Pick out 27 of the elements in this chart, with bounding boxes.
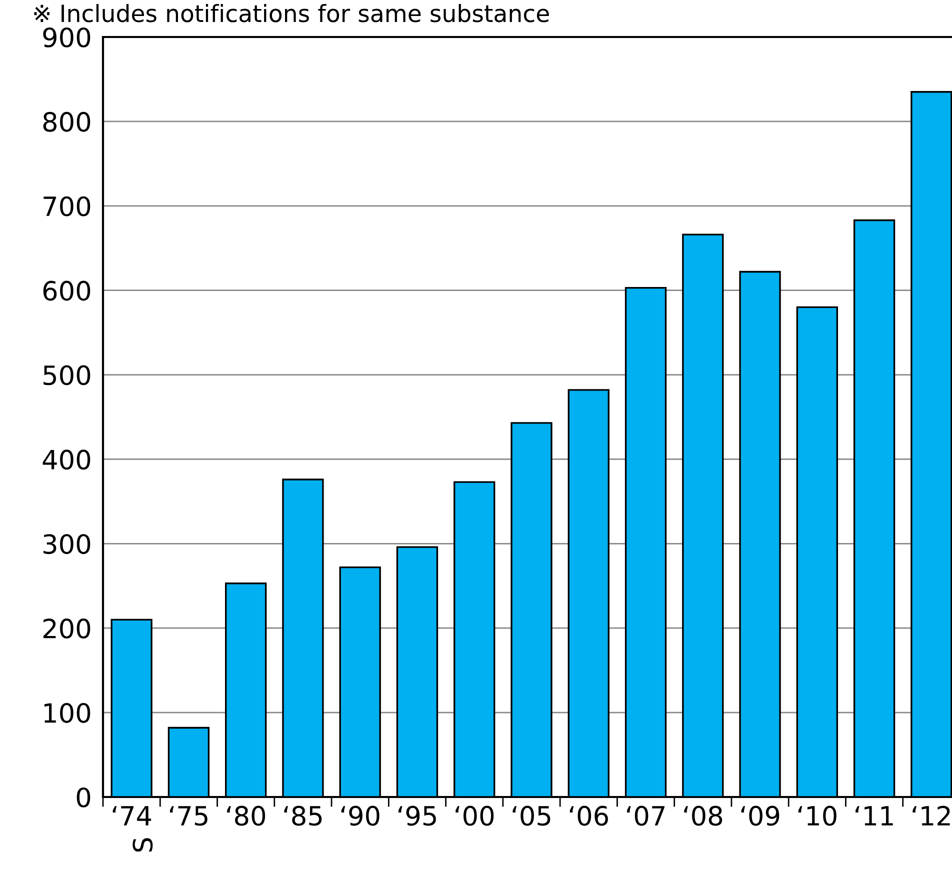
y-tick-label: 600 [43,280,90,301]
x-tick-label: ‘00 [456,806,494,826]
y-tick-label: 400 [42,450,90,470]
x-tick-label: ‘80 [227,806,266,826]
x-tick-label: ‘07 [627,806,664,826]
x-tick-label: ‘08 [684,806,722,826]
y-tick-label: 700 [44,196,90,216]
y-tick-label: 100 [44,702,90,723]
x-tick-label: ‘74 [112,806,152,826]
x-tick-label: ‘85 [284,806,322,826]
y-tick-label: 900 [43,27,90,48]
y-tick-label: 200 [43,618,90,639]
x-tick-label: ‘95 [398,806,436,826]
x-tick-label: ‘09 [741,806,780,826]
x-tick-label: ‘05 [512,806,550,826]
x-tick-label: ‘06 [570,806,608,826]
x-tick-label: ‘12 [912,806,950,826]
y-tick-label: 0 [76,787,90,808]
x-tick-label: ‘10 [798,806,836,826]
x-tick-label: ‘11 [856,806,893,826]
y-tick-label: 500 [44,365,90,386]
x-tick-label: ‘90 [341,806,380,826]
y-tick-label: 800 [43,112,90,132]
y-tick-label: 300 [44,534,90,554]
chart-title: ※ Includes notifications for same substance [34,4,549,22]
x-tick-label: ‘75 [170,806,208,826]
text: S [132,838,153,852]
